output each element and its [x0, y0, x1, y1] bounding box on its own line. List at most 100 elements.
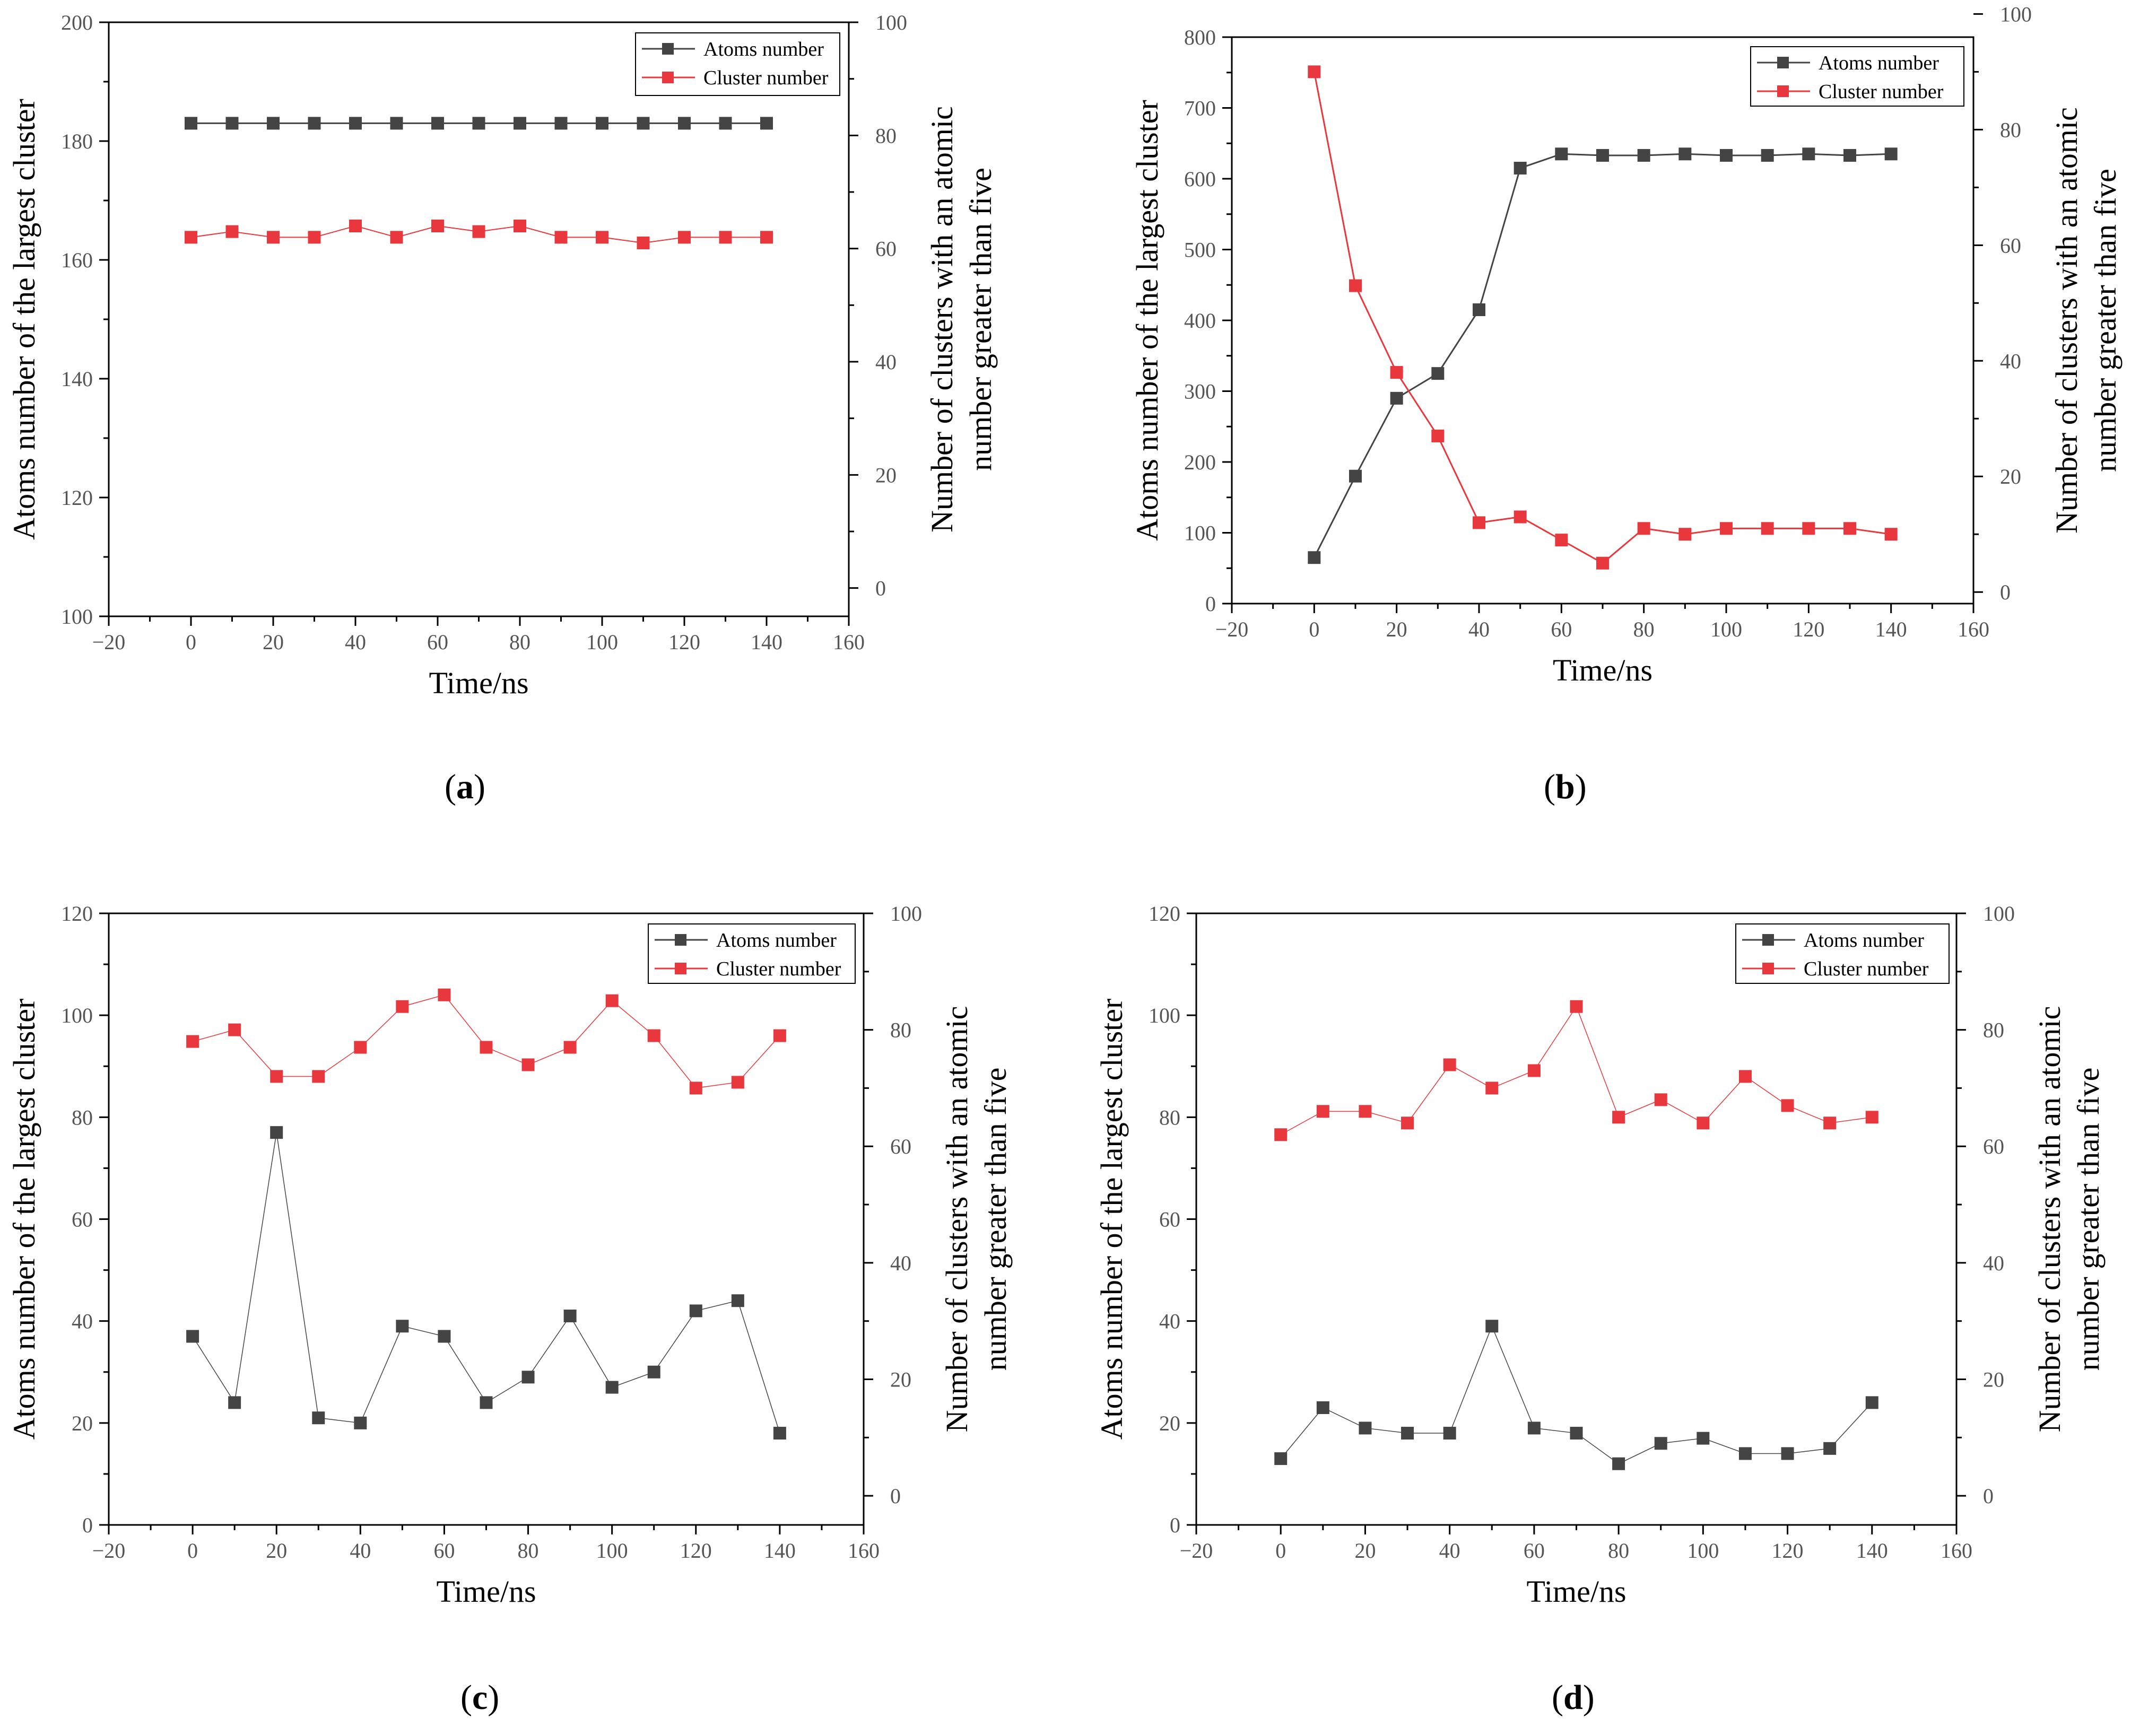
y2-axis-title-line2: number greater than five [978, 1068, 1013, 1371]
plot-frame [108, 21, 850, 617]
series-line-cluster [1313, 72, 1891, 564]
data-point-cluster [1349, 279, 1362, 292]
y2-tick-label: 60 [2000, 233, 2021, 257]
legend-marker [1762, 934, 1774, 946]
data-point-cluster [390, 231, 403, 244]
data-point-cluster [760, 231, 773, 244]
data-point-cluster [186, 1035, 199, 1048]
y2-tick-label: 40 [890, 1251, 911, 1275]
y2-tick-label: 20 [890, 1367, 911, 1391]
x-tick-label: 100 [1710, 617, 1742, 641]
data-point-cluster [1485, 1081, 1499, 1095]
data-point-cluster [521, 1058, 535, 1071]
data-point-atoms [1596, 149, 1609, 162]
legend-marker [662, 72, 674, 83]
data-point-atoms [1527, 1421, 1541, 1435]
y-tick-label: 60 [72, 1208, 93, 1232]
legend-marker [675, 934, 686, 946]
y2-tick-label: 100 [890, 902, 922, 926]
legend-marker [675, 963, 686, 974]
data-point-cluster [267, 231, 280, 244]
x-tick-label: 120 [668, 630, 700, 654]
data-point-cluster [731, 1076, 744, 1089]
y-tick-label: 100 [1184, 521, 1216, 545]
data-point-cluster [312, 1070, 325, 1083]
data-point-atoms [1802, 147, 1815, 161]
y2-tick-label: 40 [875, 350, 897, 374]
data-point-atoms [760, 117, 773, 130]
data-point-atoms [563, 1310, 577, 1323]
chart-panel-c: −20 0 20 40 60 80 100 120 140 1600204060801001200… [7, 902, 1013, 1717]
y-tick-label: 300 [1184, 380, 1216, 404]
data-point-cluster [1308, 65, 1321, 78]
x-axis-title: Time/ns [436, 1574, 536, 1609]
series-line-atoms [1313, 153, 1891, 558]
data-point-atoms [596, 117, 608, 130]
y2-axis-title-line2: number greater than five [2071, 1068, 2106, 1371]
x-axis-title: Time/ns [429, 666, 528, 700]
data-point-atoms [225, 117, 239, 130]
data-point-atoms [1316, 1401, 1329, 1415]
data-point-cluster [605, 994, 619, 1007]
data-point-cluster [431, 220, 444, 232]
data-point-atoms [228, 1396, 241, 1409]
data-point-cluster [472, 225, 485, 238]
y-tick-label: 400 [1184, 309, 1216, 333]
y2-tick-label: 20 [2000, 465, 2021, 488]
x-tick-label: 100 [596, 1539, 628, 1563]
data-point-atoms [185, 117, 197, 130]
y2-tick-label: 0 [2000, 580, 2011, 604]
panel-caption-letter: a [456, 767, 474, 806]
x-tick-label: 80 [1633, 617, 1655, 641]
y2-axis-title-line2: number greater than five [963, 168, 998, 471]
x-tick-label: 160 [833, 630, 865, 654]
x-tick-label: 100 [586, 630, 618, 654]
y-tick-label: 160 [61, 248, 93, 272]
y-tick-label: 200 [61, 11, 93, 34]
y-tick-label: 0 [82, 1513, 93, 1537]
data-point-atoms [1823, 1442, 1837, 1455]
data-point-cluster [1678, 528, 1692, 541]
data-point-atoms [396, 1320, 409, 1333]
data-point-atoms [637, 117, 650, 130]
data-point-cluster [354, 1041, 367, 1054]
data-point-cluster [480, 1041, 493, 1054]
x-tick-label: 100 [1687, 1539, 1719, 1563]
y2-tick-label: 0 [1983, 1484, 1994, 1508]
data-point-cluster [225, 225, 239, 238]
data-point-cluster [596, 231, 608, 244]
data-point-cluster [1596, 556, 1609, 570]
data-point-cluster [396, 1000, 409, 1013]
legend-label: Atoms number [716, 929, 837, 952]
legend-label: Atoms number [1819, 52, 1939, 74]
legend-label: Cluster number [703, 67, 829, 89]
y-tick-label: 0 [1205, 592, 1216, 616]
y-tick-label: 0 [1170, 1513, 1180, 1537]
data-point-cluster [1473, 516, 1485, 529]
legend-marker [1777, 85, 1789, 97]
data-point-atoms [1443, 1427, 1456, 1440]
y-axis-title: Atoms number of the largest cluster [7, 999, 41, 1440]
data-point-cluster [1865, 1111, 1878, 1124]
x-axis-title: Time/ns [1526, 1574, 1626, 1609]
x-tick-label: 160 [848, 1539, 880, 1563]
y2-axis-title-line1: Number of clusters with an atomic [2032, 1006, 2067, 1433]
data-point-atoms [472, 117, 485, 130]
x-tick-label: 20 [263, 630, 284, 654]
y-tick-label: 100 [61, 605, 93, 629]
y-tick-label: 180 [61, 129, 93, 153]
data-point-cluster [554, 231, 568, 244]
panel-caption-close: ) [474, 767, 485, 806]
data-point-cluster [1401, 1116, 1414, 1130]
y-axis-title: Atoms number of the largest cluster [1094, 999, 1129, 1440]
data-point-atoms [1485, 1320, 1499, 1333]
data-point-atoms [1274, 1452, 1288, 1465]
data-point-atoms [1514, 161, 1527, 175]
panel-caption-open: ( [1552, 1678, 1563, 1717]
data-point-atoms [1390, 391, 1403, 405]
panel-caption-letter: b [1555, 767, 1575, 806]
data-point-cluster [270, 1070, 283, 1083]
y2-axis-title-line2: number greater than five [2088, 169, 2123, 472]
data-point-atoms [1555, 147, 1568, 161]
panel-caption-letter: d [1563, 1678, 1583, 1717]
